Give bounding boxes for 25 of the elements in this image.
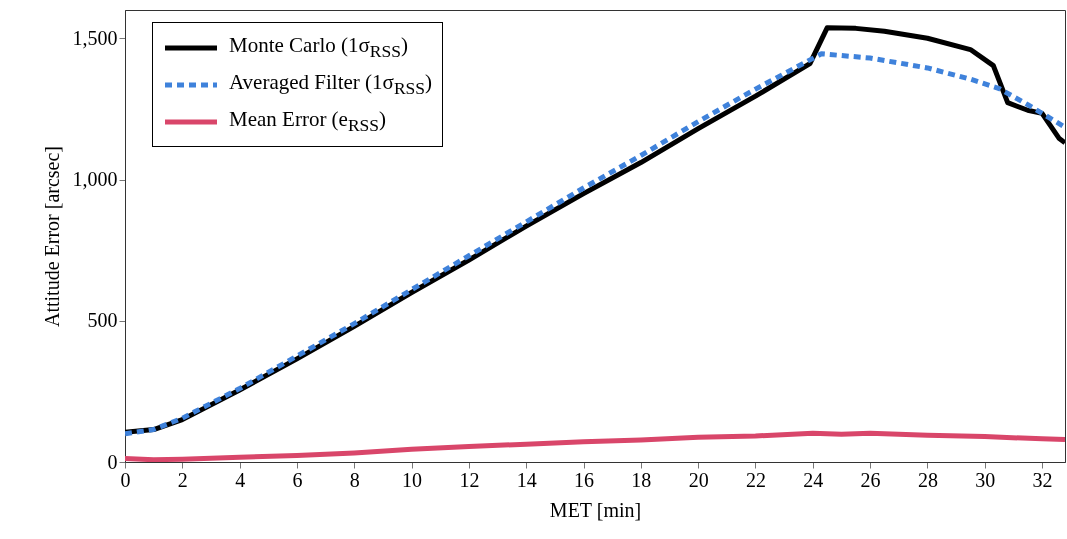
x-tick-label: 12: [459, 468, 480, 491]
x-tick-label: 6: [292, 468, 303, 491]
legend-label: Monte Carlo (1σ$_{RSS}$): [229, 32, 408, 63]
x-tick-label: 16: [574, 468, 595, 491]
x-tick-label: 14: [516, 468, 537, 491]
y-tick-label: 0: [107, 450, 118, 473]
y-axis-title: Attitude Error [arcsec]: [40, 145, 63, 328]
x-tick-label: 26: [860, 468, 881, 491]
x-tick-label: 28: [917, 468, 938, 491]
legend-label: Averaged Filter (1σ$_{RSS}$): [229, 69, 433, 100]
y-tick-label: 1,000: [72, 168, 118, 190]
x-tick-label: 32: [1032, 468, 1053, 491]
legend-label: Mean Error (e$_{RSS}$): [229, 106, 387, 137]
x-axis-title: MET [min]: [549, 498, 642, 521]
y-tick-label: 1,500: [72, 26, 118, 49]
x-tick-label: 24: [803, 468, 824, 491]
x-tick-label: 20: [688, 468, 709, 491]
x-tick-label: 18: [631, 468, 652, 491]
x-tick-label: 30: [975, 468, 996, 491]
x-tick-label: 2: [177, 468, 188, 491]
x-tick-label: 8: [349, 468, 360, 491]
x-tick-label: 4: [235, 468, 246, 491]
x-tick-label: 22: [745, 468, 766, 491]
y-tick-label: 500: [87, 309, 118, 332]
x-tick-label: 10: [402, 468, 423, 491]
